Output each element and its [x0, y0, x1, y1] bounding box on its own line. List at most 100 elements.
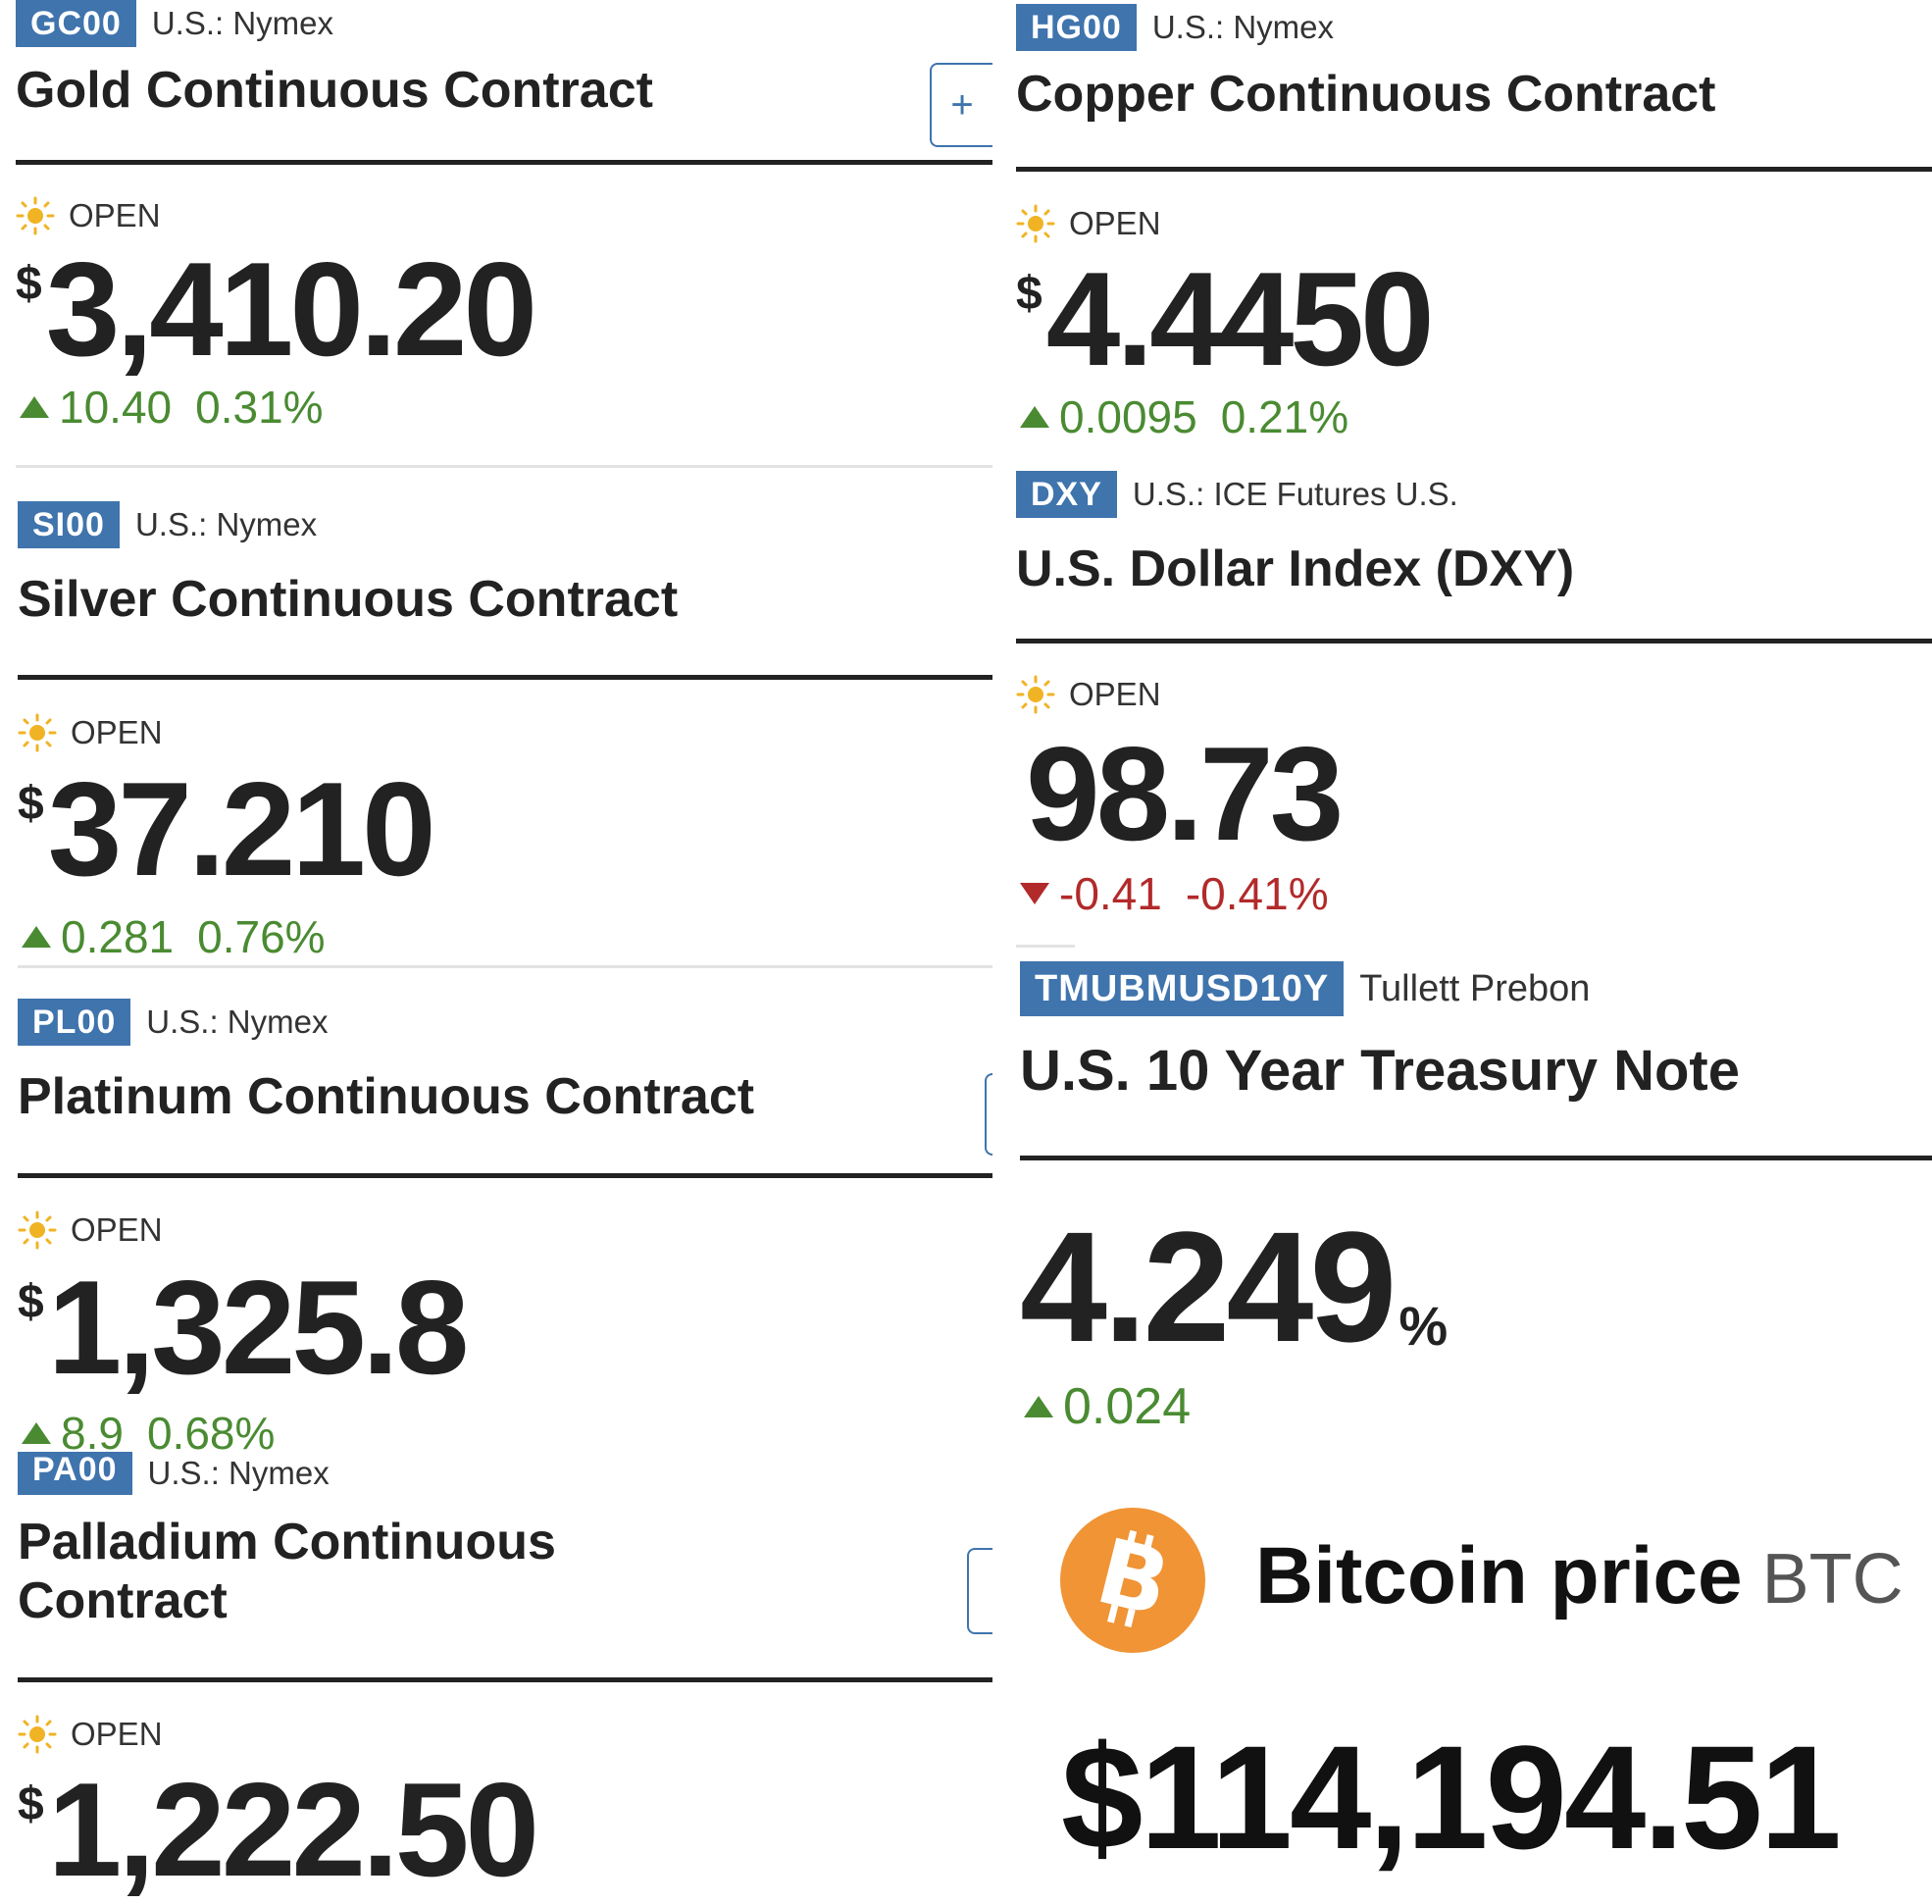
market-status: OPEN	[1016, 204, 1161, 243]
price-change: 8.9 0.68%	[22, 1407, 275, 1460]
palladium-header: PA00 U.S.: Nymex	[18, 1452, 606, 1495]
bitcoin-price: $114,194.51	[1061, 1715, 1842, 1879]
instrument-name[interactable]: Copper Continuous Contract	[1016, 66, 1716, 123]
change-percent: 0.31%	[195, 382, 324, 433]
market-status: OPEN	[18, 1210, 163, 1250]
silver-quote-card: SI00 U.S.: Nymex Silver Continuous Contr…	[18, 501, 678, 629]
last-price: 4.249 %	[1020, 1199, 1449, 1374]
price-change: 0.024	[1024, 1377, 1191, 1436]
ticker-badge[interactable]: PL00	[18, 999, 131, 1046]
arrow-up-icon	[1020, 406, 1049, 428]
last-price: $ 1,222.50	[18, 1755, 539, 1904]
exchange-label: U.S.: ICE Futures U.S.	[1132, 476, 1458, 512]
arrow-down-icon	[1020, 883, 1049, 904]
exchange-label: U.S.: Nymex	[134, 506, 318, 542]
last-price: $ 1,325.8	[18, 1253, 470, 1402]
currency-symbol: $	[18, 778, 44, 830]
bitcoin-title-text: Bitcoin price	[1255, 1531, 1743, 1621]
instrument-name[interactable]: U.S. Dollar Index (DXY)	[1016, 540, 1575, 597]
sun-icon	[18, 713, 57, 752]
dxy-quote-card: DXY U.S.: ICE Futures U.S. U.S. Dollar I…	[1016, 471, 1574, 598]
change-value: 8.9	[61, 1408, 124, 1459]
ticker-badge[interactable]: HG00	[1016, 4, 1137, 51]
add-to-watchlist-button[interactable]: +	[930, 63, 992, 147]
treasury-header: TMUBMUSD10Y Tullett Prebon	[1020, 961, 1740, 1016]
divider	[16, 160, 992, 165]
price-change: 10.40 0.31%	[20, 381, 324, 434]
currency-symbol: $	[18, 1778, 44, 1830]
market-status: OPEN	[18, 713, 163, 752]
price-value: 4.4450	[1045, 244, 1435, 393]
copper-quote-card: HG00 U.S.: Nymex Copper Continuous Contr…	[1016, 4, 1716, 124]
last-price: $ 3,410.20	[16, 234, 537, 384]
exchange-label: U.S.: Nymex	[151, 5, 334, 41]
status-label: OPEN	[71, 1716, 163, 1752]
add-to-watchlist-button[interactable]	[967, 1548, 992, 1634]
change-percent: -0.41%	[1185, 868, 1329, 919]
price-value: 1,325.8	[47, 1253, 470, 1402]
instrument-name[interactable]: Gold Continuous Contract	[16, 62, 653, 119]
sun-icon	[18, 1715, 57, 1754]
arrow-up-icon	[22, 926, 51, 948]
arrow-up-icon	[22, 1422, 51, 1444]
arrow-up-icon	[20, 396, 49, 418]
instrument-name[interactable]: Silver Continuous Contract	[18, 571, 679, 628]
divider	[18, 1173, 992, 1178]
divider	[1016, 945, 1075, 948]
price-value: 98.73	[1026, 719, 1344, 868]
price-value: 3,410.20	[45, 234, 537, 384]
divider	[1016, 167, 1932, 172]
exchange-label: U.S.: Nymex	[1151, 9, 1335, 45]
platinum-header: PL00 U.S.: Nymex	[18, 999, 754, 1046]
change-value: 0.0095	[1059, 391, 1197, 442]
currency-symbol: $	[16, 258, 42, 310]
divider	[18, 965, 992, 968]
add-to-watchlist-button[interactable]	[985, 1073, 992, 1156]
change-value: -0.41	[1059, 868, 1162, 919]
price-value: 37.210	[47, 754, 436, 903]
ticker-badge[interactable]: DXY	[1016, 471, 1117, 518]
price-value: 1,222.50	[47, 1755, 539, 1904]
divider	[16, 465, 992, 468]
divider	[1020, 1156, 1932, 1160]
unit-label: %	[1398, 1295, 1449, 1357]
ticker-badge[interactable]: PA00	[18, 1452, 132, 1495]
bitcoin-icon: B	[1059, 1507, 1206, 1659]
palladium-quote-card: PA00 U.S.: Nymex Palladium Continuous Co…	[18, 1452, 606, 1630]
ticker-badge[interactable]: TMUBMUSD10Y	[1020, 961, 1345, 1016]
status-label: OPEN	[71, 1211, 163, 1248]
change-percent: 0.68%	[146, 1408, 276, 1459]
exchange-label: Tullett Prebon	[1359, 967, 1591, 1009]
copper-header: HG00 U.S.: Nymex	[1016, 4, 1716, 51]
last-price: $ 37.210	[18, 754, 436, 903]
instrument-name[interactable]: Palladium Continuous Contract	[18, 1514, 556, 1629]
ticker-badge[interactable]: SI00	[18, 501, 120, 548]
sun-icon	[16, 196, 55, 235]
bitcoin-title: Bitcoin price BTC	[1255, 1530, 1904, 1622]
dxy-header: DXY U.S.: ICE Futures U.S.	[1016, 471, 1574, 518]
platinum-quote-card: PL00 U.S.: Nymex Platinum Continuous Con…	[18, 999, 754, 1126]
instrument-name[interactable]: U.S. 10 Year Treasury Note	[1020, 1039, 1741, 1103]
divider	[1016, 639, 1932, 643]
currency-symbol: $	[18, 1276, 44, 1328]
change-percent: 0.76%	[197, 911, 326, 962]
status-label: OPEN	[1069, 205, 1161, 241]
change-percent: 0.21%	[1220, 391, 1349, 442]
sun-icon	[1016, 204, 1055, 243]
bitcoin-symbol: BTC	[1761, 1540, 1904, 1619]
market-status: OPEN	[1016, 675, 1161, 714]
ticker-badge[interactable]: GC00	[16, 0, 136, 47]
divider	[18, 675, 992, 680]
currency-symbol: $	[1016, 268, 1042, 320]
price-value: 4.249	[1020, 1199, 1397, 1374]
gold-quote-card: GC00 U.S.: Nymex Gold Continuous Contrac…	[16, 0, 653, 120]
last-price: 98.73	[1026, 719, 1344, 868]
sun-icon	[18, 1210, 57, 1250]
treasury-quote-card: TMUBMUSD10Y Tullett Prebon U.S. 10 Year …	[1020, 961, 1740, 1101]
instrument-name[interactable]: Platinum Continuous Contract	[18, 1068, 755, 1125]
price-change: -0.41 -0.41%	[1020, 867, 1329, 920]
change-value: 0.281	[61, 911, 175, 962]
silver-header: SI00 U.S.: Nymex	[18, 501, 678, 548]
price-change: 0.281 0.76%	[22, 910, 326, 963]
divider	[18, 1677, 992, 1682]
